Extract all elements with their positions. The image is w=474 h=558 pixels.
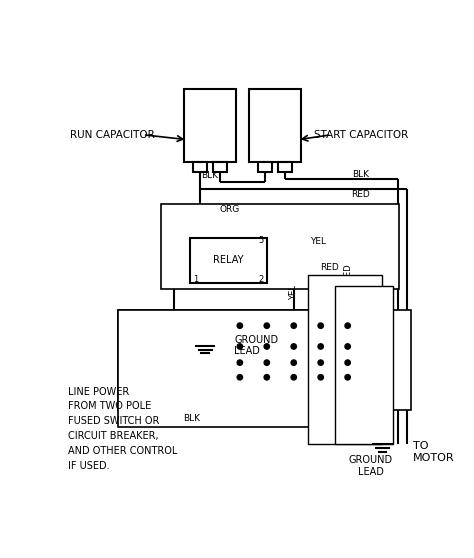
- Bar: [229, 355, 251, 382]
- Bar: [249, 89, 301, 162]
- Bar: [183, 89, 236, 162]
- Bar: [335, 286, 393, 444]
- Bar: [256, 355, 278, 382]
- Text: RED: RED: [320, 263, 339, 272]
- Text: YEL: YEL: [289, 285, 298, 300]
- Bar: [310, 355, 331, 382]
- Bar: [118, 310, 411, 410]
- Bar: [256, 319, 278, 350]
- Text: START CAPACITOR: START CAPACITOR: [314, 129, 408, 140]
- Text: GROUND
LEAD: GROUND LEAD: [349, 455, 393, 477]
- Bar: [283, 355, 304, 382]
- Text: 5: 5: [258, 237, 263, 246]
- Circle shape: [264, 360, 270, 365]
- Bar: [118, 310, 361, 427]
- Circle shape: [345, 323, 350, 328]
- Bar: [310, 319, 331, 350]
- Circle shape: [291, 323, 296, 328]
- Bar: [193, 162, 207, 172]
- Text: L2: L2: [262, 334, 272, 343]
- Text: GROUND
LEAD: GROUND LEAD: [235, 335, 279, 357]
- Bar: [229, 319, 251, 350]
- Bar: [278, 162, 292, 172]
- Bar: [258, 162, 272, 172]
- Text: RED: RED: [343, 263, 352, 281]
- Circle shape: [345, 374, 350, 380]
- Text: RUN CAPACITOR: RUN CAPACITOR: [71, 129, 155, 140]
- Bar: [213, 162, 227, 172]
- Text: BLK: BLK: [183, 413, 200, 422]
- Text: LINE POWER
FROM TWO POLE
FUSED SWITCH OR
CIRCUIT BREAKER,
AND OTHER CONTROL
IF U: LINE POWER FROM TWO POLE FUSED SWITCH OR…: [68, 387, 177, 470]
- Text: YEL: YEL: [310, 237, 327, 246]
- Bar: [309, 275, 382, 444]
- Bar: [337, 355, 358, 382]
- Circle shape: [237, 360, 243, 365]
- Text: YEL: YEL: [272, 389, 288, 398]
- Bar: [161, 204, 399, 288]
- Text: RED: RED: [338, 334, 357, 343]
- Bar: [222, 354, 357, 383]
- Text: TO
MOTOR: TO MOTOR: [413, 441, 455, 463]
- Circle shape: [291, 374, 296, 380]
- Text: BLK: BLK: [312, 334, 329, 343]
- Circle shape: [318, 323, 323, 328]
- Text: RED: RED: [351, 190, 370, 199]
- Text: YEL: YEL: [286, 334, 302, 343]
- Circle shape: [264, 344, 270, 349]
- Text: 2: 2: [258, 275, 263, 284]
- Bar: [222, 317, 357, 352]
- Text: BLK: BLK: [360, 412, 377, 421]
- Circle shape: [318, 344, 323, 349]
- Bar: [337, 319, 358, 350]
- Text: 1: 1: [193, 275, 199, 284]
- Bar: [190, 238, 267, 282]
- Circle shape: [345, 360, 350, 365]
- Text: BLK: BLK: [352, 170, 369, 179]
- Text: ORG: ORG: [220, 205, 240, 214]
- Text: L1: L1: [235, 334, 245, 343]
- Text: RELAY: RELAY: [213, 255, 244, 265]
- Text: BLK: BLK: [316, 275, 325, 290]
- Circle shape: [291, 360, 296, 365]
- Circle shape: [264, 374, 270, 380]
- Bar: [263, 387, 298, 401]
- Circle shape: [237, 374, 243, 380]
- Circle shape: [237, 323, 243, 328]
- Circle shape: [318, 360, 323, 365]
- Circle shape: [318, 374, 323, 380]
- Circle shape: [237, 344, 243, 349]
- Text: BLK: BLK: [201, 171, 219, 180]
- Circle shape: [291, 344, 296, 349]
- Bar: [283, 319, 304, 350]
- Circle shape: [264, 323, 270, 328]
- Circle shape: [345, 344, 350, 349]
